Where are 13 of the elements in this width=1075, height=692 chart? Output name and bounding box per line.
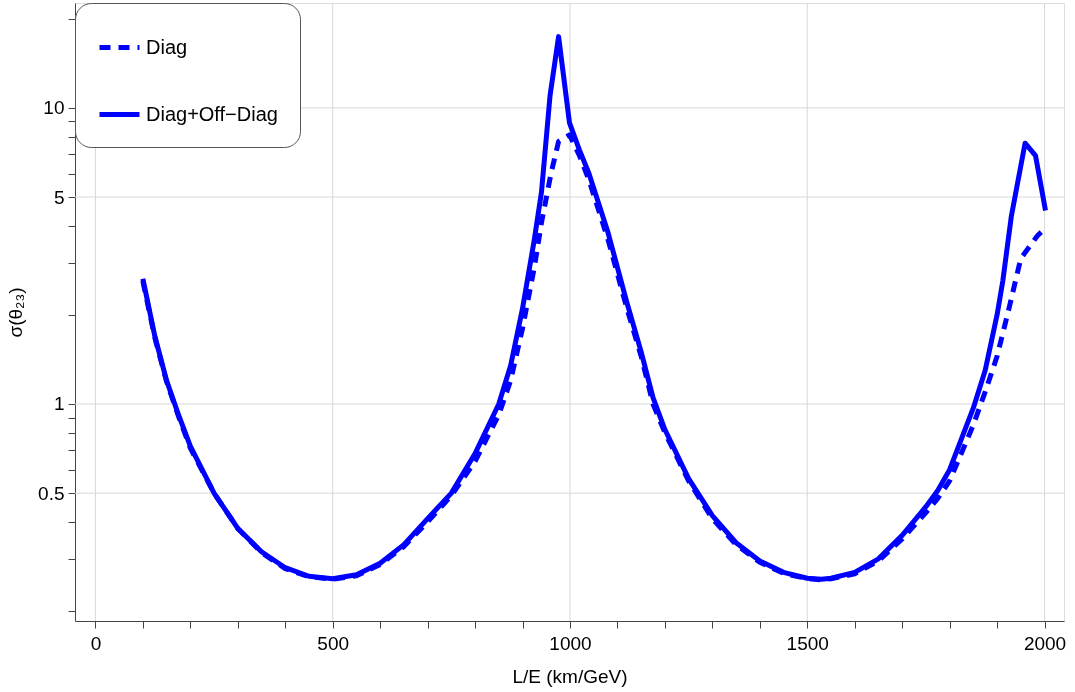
legend-label: Diag xyxy=(146,35,188,58)
y-tick-label: 5 xyxy=(53,186,65,208)
x-tick-label: 2000 xyxy=(1023,632,1067,654)
y-tick-label: 0.5 xyxy=(38,482,65,504)
y-tick-label: 10 xyxy=(43,97,65,119)
y-tick-label: 1 xyxy=(53,393,65,415)
y-axis-title: σ(θ₂₃) xyxy=(5,287,27,338)
x-tick-label: 1000 xyxy=(549,632,592,654)
x-axis-title: L/E (km/GeV) xyxy=(512,665,628,687)
x-tick-label: 0 xyxy=(90,632,102,654)
x-tick-label: 1500 xyxy=(786,632,829,654)
legend-label: Diag+Off−Diag xyxy=(146,102,278,125)
x-tick-label: 500 xyxy=(317,632,350,654)
